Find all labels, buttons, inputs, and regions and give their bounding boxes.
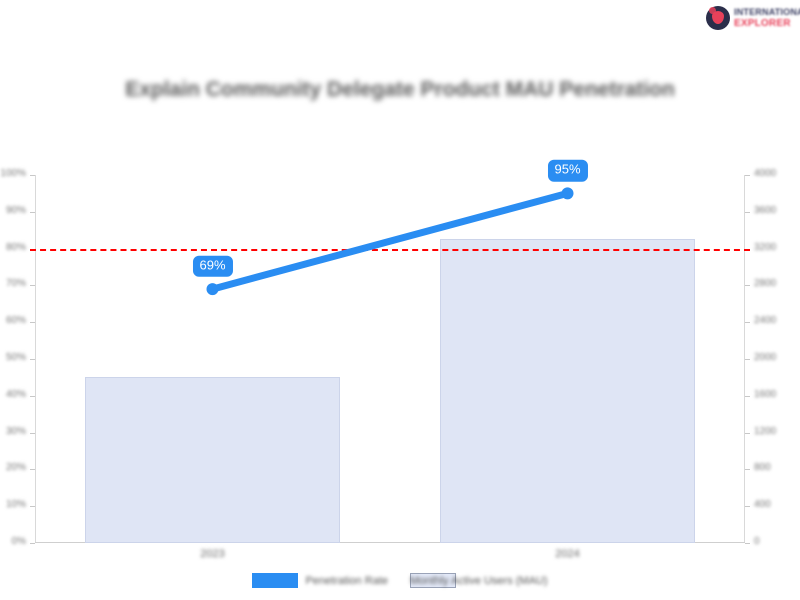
right-axis-tick-label: 4000: [754, 168, 777, 179]
brand-logo-line2: EXPLORER: [734, 17, 791, 29]
left-axis-tick-label: 10%: [5, 499, 26, 511]
line-marker-2023[interactable]: [206, 283, 219, 296]
left-axis-tick-label: 40%: [5, 388, 26, 400]
right-axis-tick-label: 400: [754, 499, 771, 511]
right-axis-tick-label: 0: [754, 536, 760, 547]
right-axis-tick: [745, 175, 750, 176]
left-axis-tick: [30, 432, 35, 434]
left-axis-tick-label: 20%: [5, 462, 26, 474]
data-label-2023: 69%: [192, 255, 233, 278]
left-axis-tick: [30, 506, 35, 508]
brand-logo-line1: INTERNATIONAL: [734, 6, 800, 17]
category-label-2023: 2023: [200, 548, 225, 560]
left-axis-tick: [30, 543, 35, 544]
left-axis-tick-label: 30%: [5, 425, 26, 437]
bottom-axis-line: [35, 542, 745, 543]
right-axis-tick: [745, 395, 750, 397]
bar-2023[interactable]: [84, 377, 341, 543]
right-axis-tick-label: 800: [754, 462, 771, 474]
right-axis-tick: [745, 322, 750, 324]
right-axis-tick-label: 2000: [754, 352, 777, 363]
brand-mark-icon: [706, 6, 730, 30]
right-axis-tick-label: 2800: [754, 278, 777, 290]
data-label-2024: 95%: [547, 160, 588, 182]
left-axis-tick: [30, 395, 35, 397]
legend-swatch-bar: [410, 573, 457, 588]
legend-label: Monthly Active Users (MAU): [410, 574, 548, 587]
right-axis-tick: [745, 469, 750, 471]
bar-2024[interactable]: [439, 239, 696, 543]
right-axis-tick: [745, 211, 750, 213]
right-axis-line: [744, 175, 745, 543]
left-axis-tick-label: 60%: [5, 315, 26, 327]
threshold-line: [30, 248, 750, 251]
left-axis-tick-label: 90%: [5, 204, 26, 216]
legend-swatch-line: [252, 573, 299, 588]
left-axis-tick-label: 70%: [5, 278, 26, 290]
right-axis-tick-label: 2400: [754, 315, 777, 327]
left-axis-tick-label: 50%: [5, 352, 26, 363]
brand-logo-text: INTERNATIONAL EXPLORER: [734, 6, 800, 29]
chart-title: Explain Community Delegate Product MAU P…: [125, 78, 675, 101]
line-path: [209, 189, 571, 293]
left-axis-tick-label: 0%: [11, 536, 26, 547]
left-axis-tick: [30, 211, 35, 213]
legend-label: Penetration Rate: [305, 574, 389, 587]
right-axis-tick-label: 3200: [754, 241, 777, 253]
plot-area: 100% 90% 80% 70% 60% 50% 40% 30% 20% 10% 0% 4000 36…: [0, 160, 776, 547]
left-axis-tick: [30, 469, 35, 471]
right-axis-tick: [745, 432, 750, 434]
right-axis-tick-label: 3600: [754, 204, 777, 216]
legend-item-2[interactable]: Monthly Active Users (MAU): [410, 573, 548, 588]
right-axis-tick-label: 1600: [754, 388, 777, 400]
line-marker-2024[interactable]: [561, 187, 574, 200]
brand-logo: INTERNATIONAL EXPLORER: [706, 4, 800, 32]
left-axis-tick-label: 100%: [0, 168, 26, 179]
chart-legend: Penetration Rate Monthly Active Users (MA…: [0, 568, 800, 593]
right-axis-tick: [745, 506, 750, 508]
category-label-2024: 2024: [555, 548, 580, 560]
right-axis-tick-label: 1200: [754, 425, 777, 437]
right-axis-tick: [745, 359, 750, 360]
left-axis-tick: [30, 359, 35, 360]
left-axis-tick: [30, 322, 35, 324]
left-axis-line: [35, 175, 36, 543]
left-axis-tick: [30, 175, 35, 176]
legend-item-1[interactable]: Penetration Rate: [252, 573, 388, 588]
left-axis-tick: [30, 285, 35, 287]
right-axis-tick: [745, 543, 750, 544]
line-series: [206, 187, 574, 296]
left-axis-tick-label: 80%: [5, 241, 26, 253]
right-axis-tick: [745, 285, 750, 287]
